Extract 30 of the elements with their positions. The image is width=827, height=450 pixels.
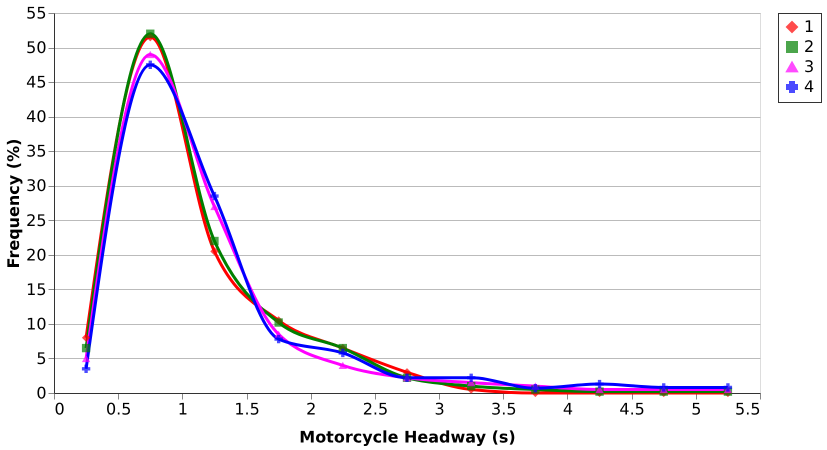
x-tick-label: 4.5 (619, 400, 645, 418)
x-tick-label: 1.5 (234, 400, 260, 418)
x-tick-label: 5 (691, 400, 702, 418)
x-tick-label: 0 (54, 400, 65, 418)
y-tick-label: 10 (26, 314, 46, 334)
legend-label: 1 (804, 17, 814, 36)
y-tick-label: 25 (26, 210, 46, 230)
x-tick-label: 2.5 (362, 400, 388, 418)
x-tick-label: 2 (306, 400, 316, 418)
y-tick-label: 35 (26, 142, 46, 161)
x-tick-label: 1 (178, 400, 188, 418)
x-tick-label: 4 (562, 400, 574, 418)
x-axis-title: Motorcycle Headway (s) (299, 428, 516, 446)
x-tick-label: 3.5 (491, 400, 516, 418)
x-tick-label: 5.5 (735, 400, 760, 418)
y-tick-label: 5 (36, 348, 46, 368)
legend-label: 4 (804, 77, 814, 96)
legend-label: 2 (804, 37, 814, 56)
legend-label: 3 (804, 57, 814, 76)
y-tick-label: 30 (26, 176, 46, 196)
y-tick-label: 50 (26, 38, 46, 58)
y-tick-label: 15 (26, 280, 46, 299)
y-tick-label: 20 (26, 245, 46, 264)
y-tick-label: 55 (26, 4, 46, 22)
y-tick-label: 45 (26, 72, 46, 92)
x-tick-label: 3 (434, 400, 445, 418)
y-tick-label: 40 (26, 107, 46, 126)
y-axis-title: Frequency (%) (4, 138, 24, 268)
y-tick-label: 0 (36, 384, 46, 402)
x-tick-label: 0.5 (106, 400, 132, 418)
